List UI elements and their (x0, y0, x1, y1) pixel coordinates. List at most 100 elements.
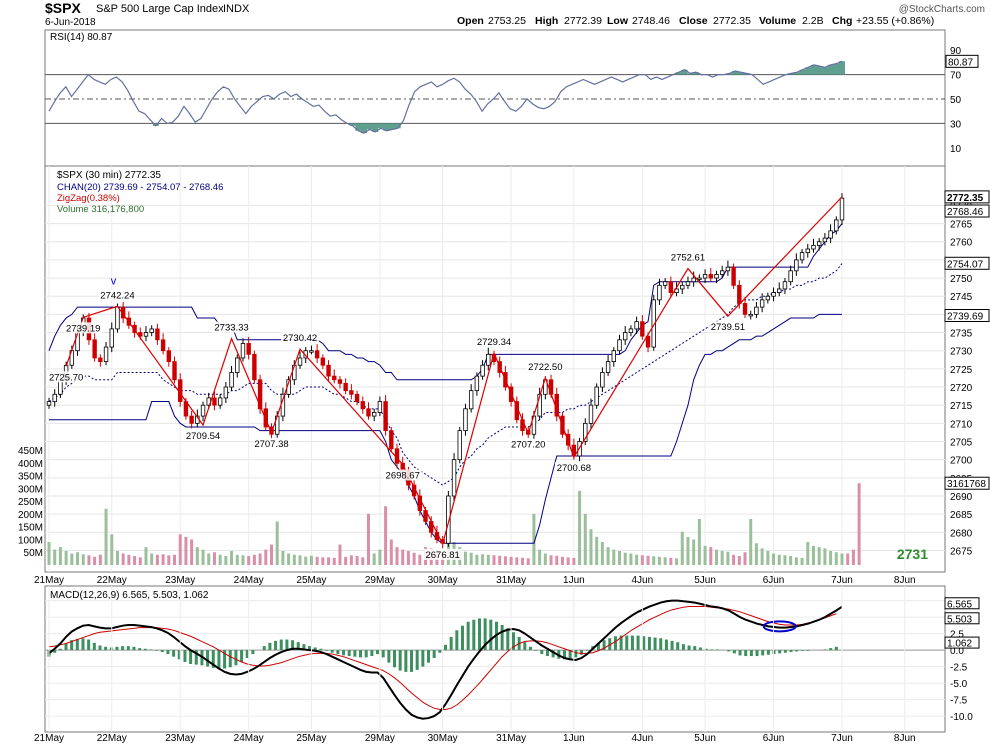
candle-body (537, 393, 542, 417)
macd-histogram-bar (143, 648, 147, 651)
volume-bar (201, 549, 205, 565)
candle-body (719, 270, 725, 275)
macd-histogram-bar (574, 650, 578, 658)
candle-body (662, 281, 668, 286)
zigzag-label-bg (383, 469, 422, 481)
candle-body (189, 415, 194, 424)
volume-bar (304, 556, 308, 565)
candle-body (731, 266, 736, 286)
macd-histogram-bar (285, 639, 289, 651)
zigzag-label-bg (184, 430, 223, 442)
volume-bar (532, 513, 536, 565)
macd-histogram-bar (704, 648, 708, 651)
channel-upper-line (48, 223, 843, 381)
side-label-2731: 2731 (897, 546, 928, 562)
candle-body (839, 197, 845, 221)
macd-histogram-bar (472, 619, 476, 651)
macd-panel (44, 585, 946, 733)
volume-bar (749, 519, 753, 565)
macd-value-box (944, 636, 980, 649)
zigzag-label-bg (526, 360, 565, 372)
volume-bar (355, 556, 359, 565)
price-tick-label: 2685 (950, 510, 973, 521)
rsi-layer: 90 70 50 30 10 80.87 (45, 46, 979, 155)
open-value: 2753.25 (488, 15, 526, 27)
macd-histogram-bar (647, 636, 651, 651)
volume-bar (692, 539, 696, 565)
volume-value-box (944, 476, 990, 490)
volume-bar (760, 548, 764, 565)
volume-bar (555, 555, 559, 565)
macd-histogram-bar (121, 646, 125, 651)
price-x-label: 25May (296, 575, 326, 586)
candle-body (366, 408, 371, 417)
macd-histogram-bar (806, 650, 810, 651)
candle-body (115, 306, 120, 330)
macd-x-label: 31May (496, 733, 526, 744)
chg-value: +23.55 (+0.86%) (856, 15, 934, 27)
volume-bar (258, 553, 262, 565)
macd-histogram-bar (477, 618, 481, 651)
macd-histogram-bar (596, 642, 600, 651)
zigzag-label: 2725.70 (49, 372, 83, 383)
macd-x-label: 29May (365, 733, 395, 744)
macd-histogram-bar (53, 650, 57, 653)
candle-body (377, 401, 383, 413)
macd-histogram-bar (194, 650, 198, 665)
macd-histogram-bar (370, 650, 374, 657)
volume-bar (840, 553, 844, 565)
candle-body (811, 244, 816, 250)
macd-histogram-bar (138, 648, 142, 651)
candle-body (446, 495, 451, 544)
price-tick-label: 2760 (950, 238, 973, 249)
volume-bar (327, 557, 331, 565)
low-label: Low (607, 15, 629, 27)
volume-bar (469, 552, 473, 565)
candle-body (588, 404, 594, 424)
candle-body (52, 393, 57, 402)
chg-label: Chg (832, 15, 852, 27)
macd-tick-label: -10.0 (950, 712, 973, 723)
macd-histogram-bar (562, 650, 566, 660)
volume-bar (98, 554, 102, 565)
volume-bar (275, 521, 279, 565)
macd-x-label: 24May (234, 733, 264, 744)
candle-body (337, 379, 343, 384)
volume-bar (720, 550, 724, 565)
candle-body (794, 259, 799, 272)
price-tick-label: 2705 (950, 438, 973, 449)
price-tick-label: 2700 (950, 456, 973, 467)
candle-body (834, 219, 839, 232)
volume-bar (543, 553, 547, 565)
zigzag-label: 2698.67 (386, 471, 420, 482)
volume-bar (703, 545, 707, 565)
macd-histogram-bar (653, 637, 657, 651)
rsi-value-label: 80.87 (948, 57, 973, 68)
zigzag-label-bg (98, 289, 137, 301)
volume-bar (612, 549, 616, 565)
volume-bar (184, 536, 188, 565)
volume-bar (498, 555, 502, 565)
volume-bar (635, 554, 639, 565)
volume-bar (332, 557, 336, 565)
candle-body (229, 372, 234, 388)
price-x-label: 30May (428, 575, 458, 586)
macd-value-box (944, 612, 980, 625)
macd-histogram-bar (511, 632, 515, 651)
volume-bar (772, 553, 776, 565)
zigzag-label: 2709.54 (186, 431, 220, 442)
volume-bar (401, 549, 405, 565)
macd-histogram-bar (251, 650, 255, 655)
candle-body (149, 328, 154, 333)
macd-histogram-bar (376, 650, 380, 655)
macd-histogram-bar (313, 647, 317, 651)
macd-tick-label: -2.5 (950, 663, 968, 674)
volume-bar (173, 554, 177, 565)
zigzag-label: 2742.24 (100, 290, 134, 301)
macd-histogram-bar (506, 628, 510, 651)
candle-body (383, 401, 388, 432)
volume-bar (669, 557, 673, 565)
candle-body (605, 361, 611, 373)
macd-histogram-bar (87, 639, 91, 651)
volume-bar (361, 557, 365, 565)
